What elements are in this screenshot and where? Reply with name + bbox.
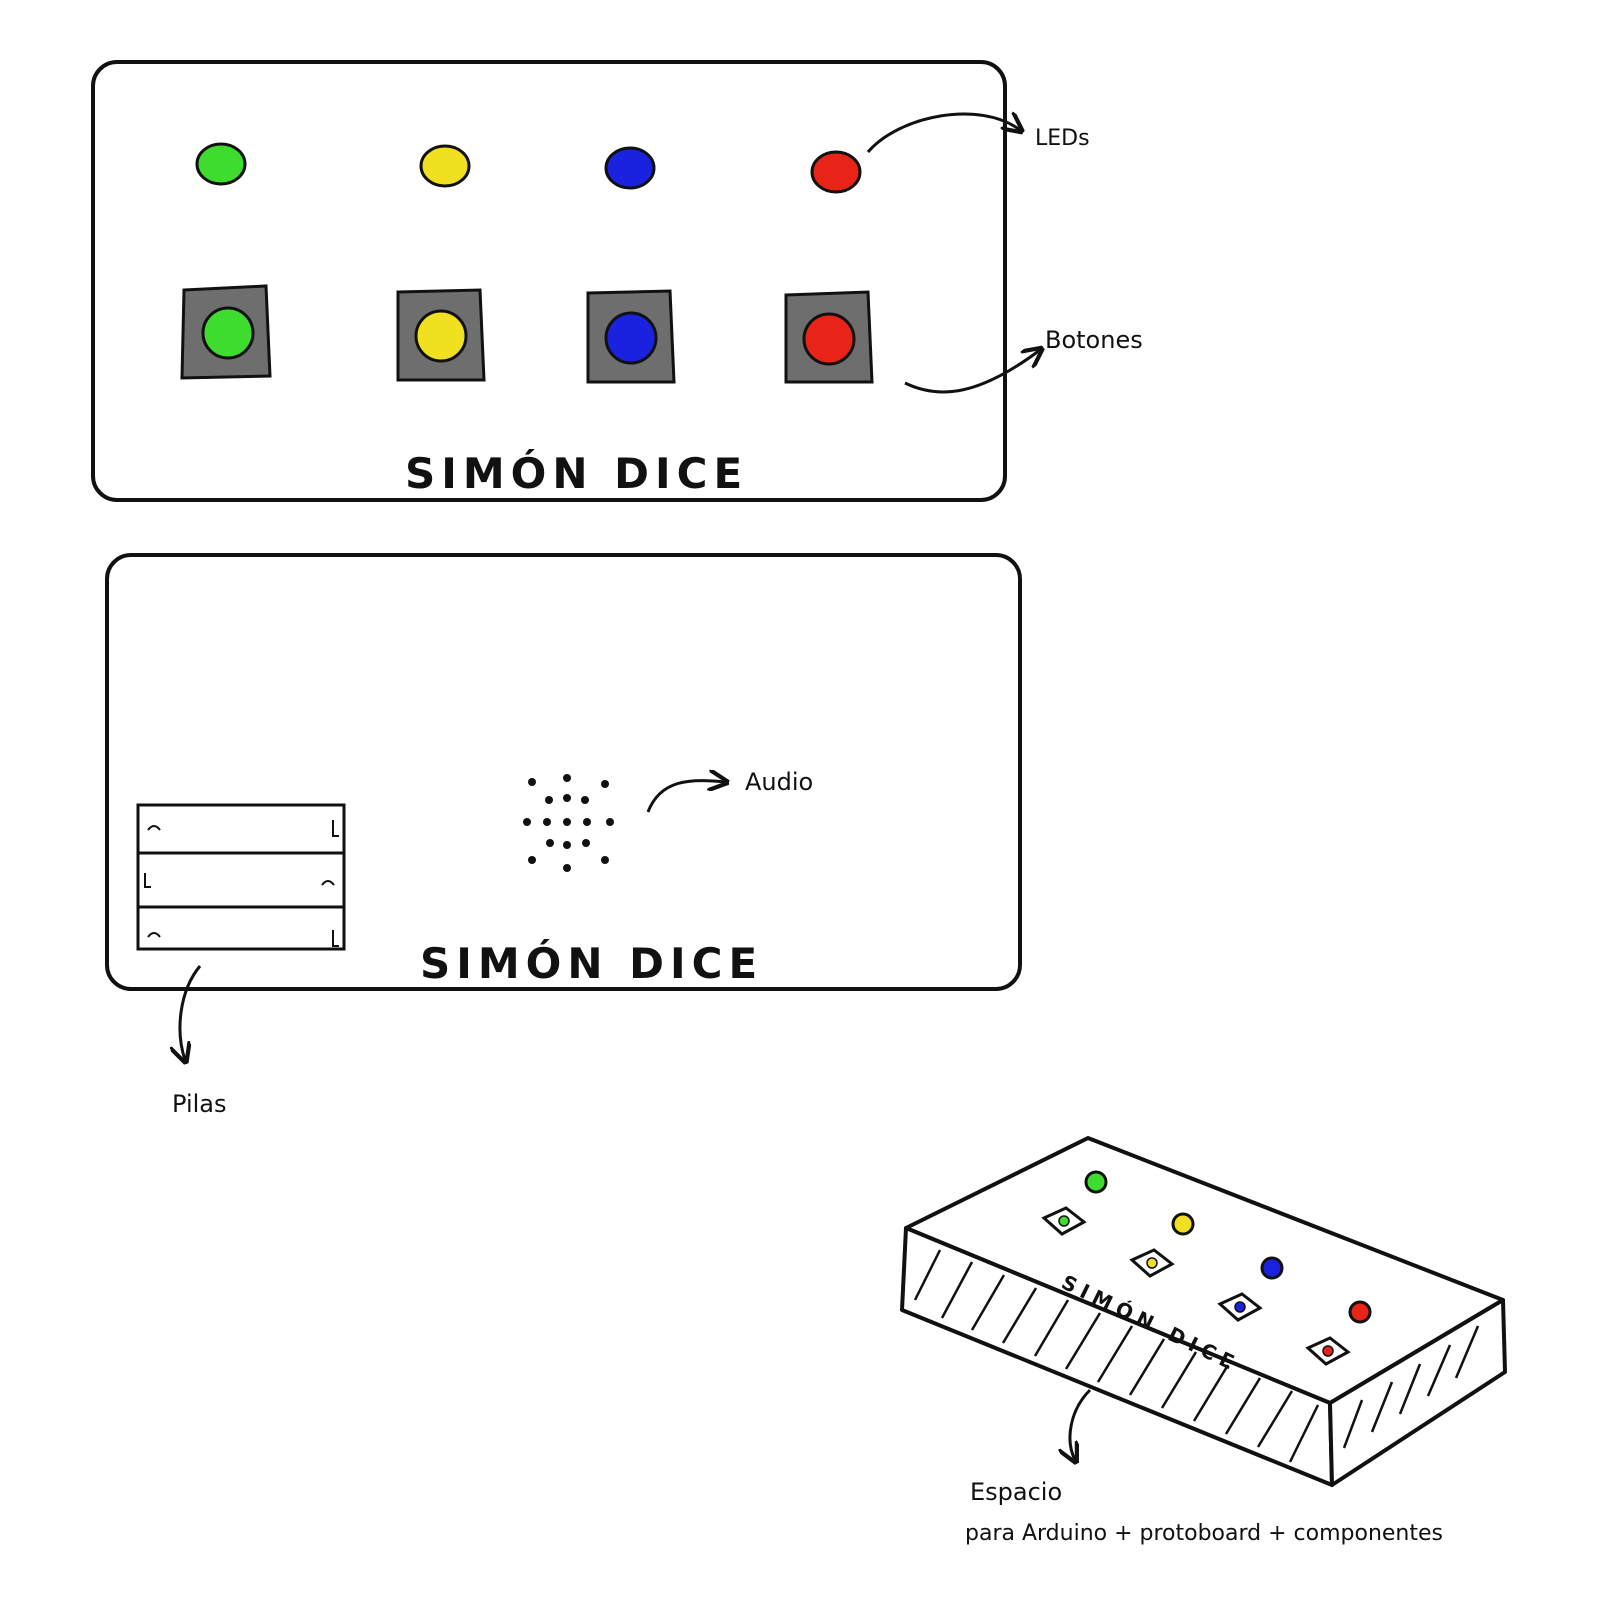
button-yellow [396, 288, 486, 382]
space-arrow [1070, 1388, 1092, 1460]
battery-arrow [180, 965, 202, 1060]
speaker-grille [523, 774, 614, 872]
iso-box-right-side [1328, 1298, 1507, 1487]
back-view: SIMÓN DICE Audio Pilas [105, 553, 1022, 1118]
back-panel-outline [105, 553, 1022, 991]
button-green [180, 284, 272, 380]
led-green [195, 142, 247, 186]
led-red [810, 150, 862, 194]
button-red [784, 290, 874, 384]
back-title: SIMÓN DICE [420, 938, 763, 988]
iso-button-red [1305, 1336, 1351, 1366]
front-view: SIMÓN DICE LEDs Botones [91, 60, 1143, 502]
iso-led-blue [1260, 1256, 1284, 1280]
led-yellow [419, 144, 471, 188]
battery-label: Pilas [172, 1090, 227, 1118]
front-panel-outline [91, 60, 1007, 502]
iso-hatching [913, 1249, 1480, 1463]
iso-button-yellow [1129, 1248, 1175, 1278]
space-label-line2: para Arduino + protoboard + componentes [965, 1521, 1443, 1546]
leds-arrow [866, 114, 1020, 153]
audio-label: Audio [745, 768, 813, 796]
iso-led-green [1084, 1170, 1108, 1194]
leds-label: LEDs [1035, 126, 1090, 151]
iso-led-yellow [1171, 1212, 1195, 1236]
front-title: SIMÓN DICE [405, 448, 748, 498]
button-blue [586, 289, 676, 384]
iso-led-red [1348, 1300, 1372, 1324]
led-blue [604, 146, 656, 190]
audio-arrow [646, 780, 725, 813]
space-label-line1: Espacio [970, 1478, 1062, 1506]
iso-button-green [1041, 1206, 1087, 1236]
buttons-label: Botones [1045, 326, 1143, 354]
buttons-arrow [904, 350, 1040, 394]
iso-button-blue [1217, 1292, 1263, 1322]
iso-view: SIMÓN DICE Espacio para Arduino + protob… [900, 1136, 1507, 1546]
battery-holder [136, 803, 346, 951]
